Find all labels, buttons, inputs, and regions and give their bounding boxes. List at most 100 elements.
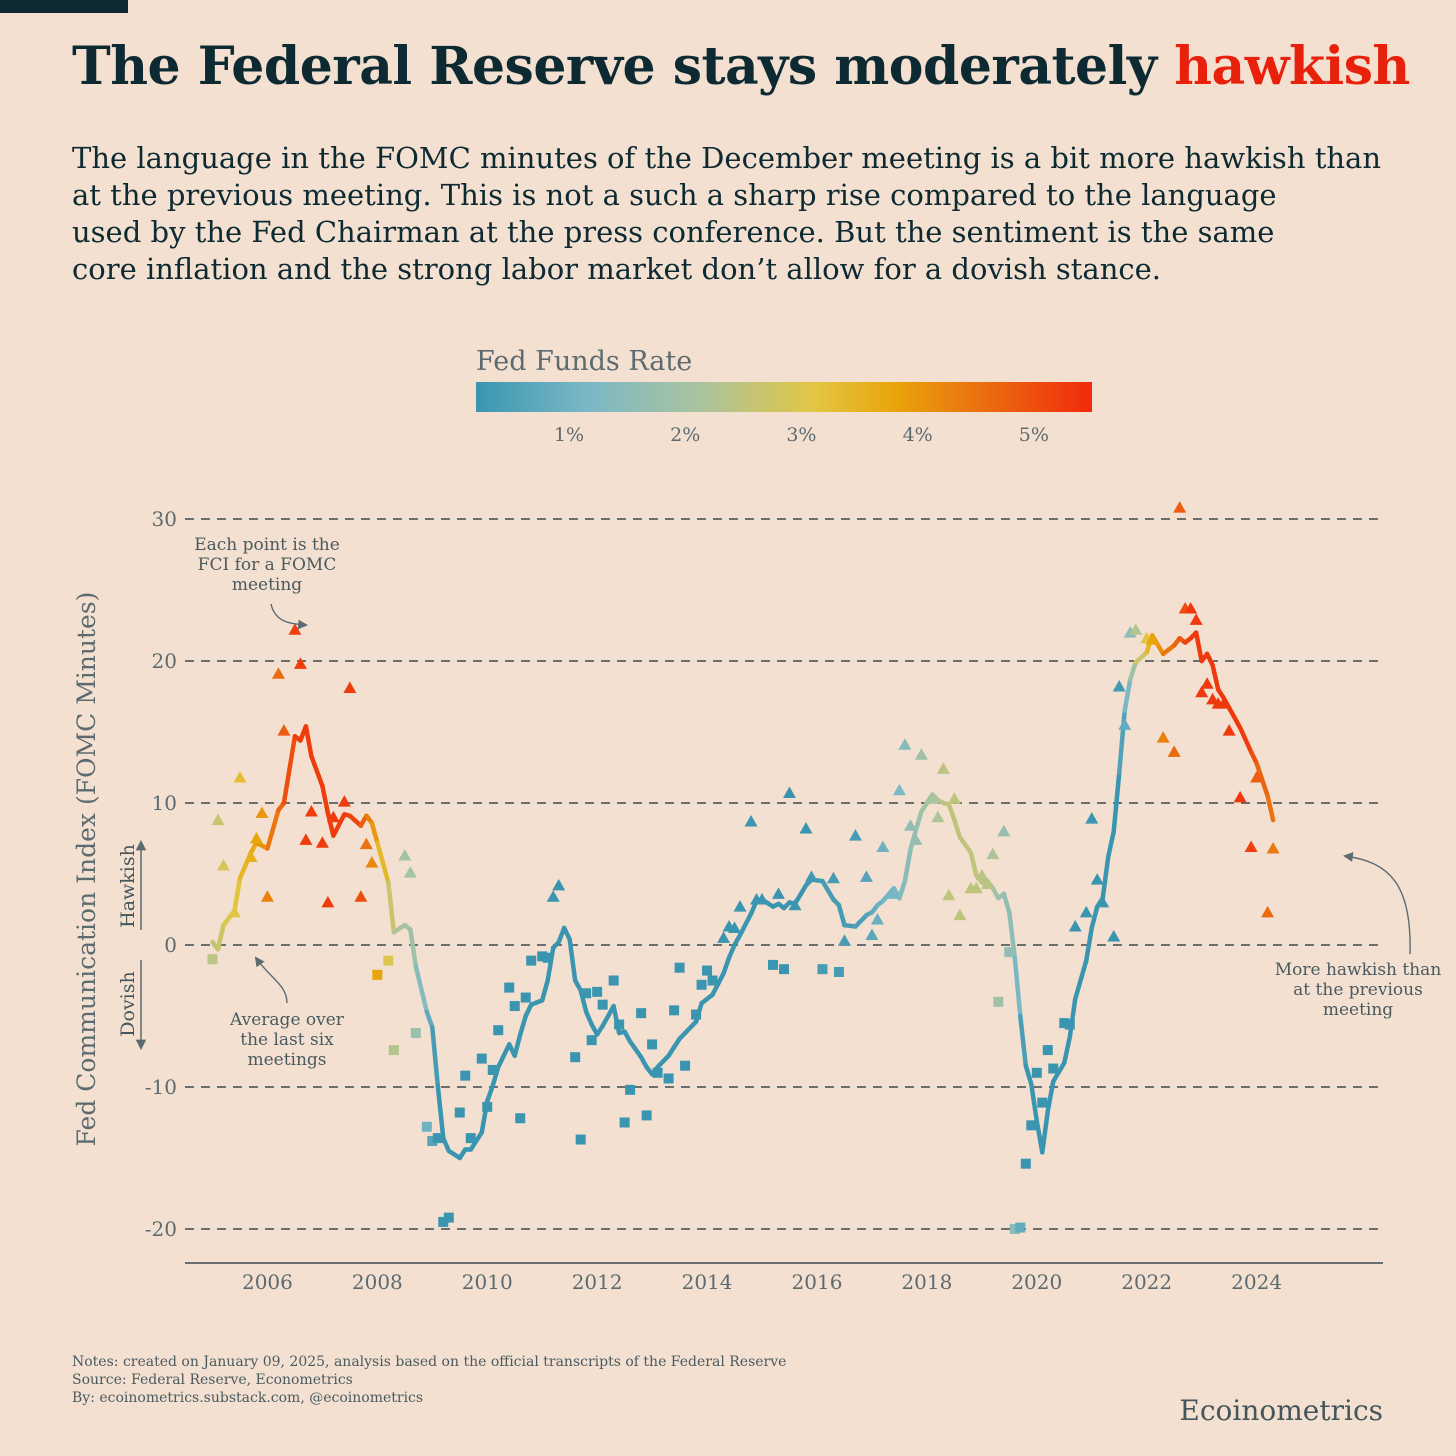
meeting-point-square <box>581 988 592 999</box>
moving-average-segment <box>968 850 979 878</box>
x-tick-label: 2020 <box>1011 1270 1062 1294</box>
meeting-point-square <box>520 992 531 1003</box>
moving-average-segment <box>1067 996 1078 1040</box>
meeting-point-triangle <box>1096 895 1110 908</box>
meeting-point-square <box>383 955 394 966</box>
meeting-point-square <box>1037 1097 1048 1108</box>
y-tick-label: 0 <box>164 933 177 957</box>
annotation-each-point: Each point is the FCI for a FOMC meeting <box>194 535 340 595</box>
meeting-point-triangle <box>359 837 373 850</box>
moving-average-segment <box>726 942 737 961</box>
meeting-point-triangle <box>1085 812 1099 824</box>
annotation-more-hawkish-line-2: at the previous <box>1293 980 1423 1000</box>
x-tick-label: 2006 <box>242 1270 293 1294</box>
meeting-point-square <box>1026 1120 1037 1131</box>
meeting-point-triangle <box>914 748 928 760</box>
meeting-point-square <box>465 1133 476 1144</box>
moving-average-segment <box>1105 829 1116 860</box>
meeting-point-square <box>515 1113 526 1124</box>
footer-by: By: ecoinometrics.substack.com, @ecoinom… <box>72 1390 424 1406</box>
meeting-point-triangle <box>398 849 412 861</box>
moving-average-segment <box>946 802 957 823</box>
meeting-point-square <box>493 1025 504 1036</box>
meeting-point-triangle <box>804 870 818 882</box>
meeting-point-triangle <box>546 890 560 902</box>
y-tick-labels: -20 -10 0 10 20 30 <box>145 507 177 1241</box>
meeting-point-triangle <box>1156 731 1170 743</box>
moving-average-segment <box>265 807 281 851</box>
moving-average-segment <box>1122 677 1133 713</box>
meeting-point-square <box>1015 1222 1026 1233</box>
moving-average-segment <box>1127 660 1138 682</box>
meeting-point-triangle <box>315 836 329 848</box>
meeting-point-square <box>680 1060 691 1071</box>
meeting-point-triangle <box>244 850 258 862</box>
meeting-point-triangle <box>755 893 769 905</box>
meeting-point-triangle <box>403 866 417 878</box>
annotation-each-point-line-1: Each point is the <box>194 535 340 555</box>
meeting-point-square <box>674 962 685 973</box>
moving-average-segment <box>1045 1079 1056 1114</box>
footer-notes-line: Notes: created on January 09, 2025, anal… <box>72 1354 787 1370</box>
moving-average-segment <box>1083 925 1094 963</box>
meeting-point-square <box>207 954 218 965</box>
annotation-average: Average over the last six meetings <box>229 1010 345 1070</box>
meeting-point-triangle <box>288 623 302 635</box>
x-tick-label: 2016 <box>792 1270 843 1294</box>
x-tick-label: 2008 <box>352 1270 403 1294</box>
meeting-point-triangle <box>260 890 274 902</box>
moving-average-segment <box>880 885 897 904</box>
legend-tick-label: 2% <box>670 424 700 446</box>
meeting-point-square <box>663 1073 674 1084</box>
meeting-point-square <box>438 1216 449 1227</box>
legend-tick-label: 5% <box>1019 424 1049 446</box>
meeting-point-square <box>509 1001 520 1012</box>
meeting-point-triangle <box>947 792 961 804</box>
meeting-point-square <box>388 1045 399 1056</box>
meeting-point-triangle <box>343 681 357 693</box>
meeting-point-triangle <box>365 856 379 868</box>
meeting-points <box>207 501 1280 1234</box>
moving-average-segment <box>517 1013 528 1037</box>
moving-average-segment <box>545 945 556 983</box>
moving-average-segment <box>512 1032 523 1059</box>
meeting-point-square <box>1020 1158 1031 1169</box>
moving-average-segment <box>1029 1081 1040 1124</box>
meeting-point-triangle <box>848 829 862 841</box>
annotation-each-point-line-2: FCI for a FOMC <box>198 555 337 575</box>
meeting-point-triangle <box>865 928 879 941</box>
moving-average-segment <box>913 809 924 833</box>
moving-average-segment <box>1237 725 1254 755</box>
moving-average-segment <box>627 1039 644 1060</box>
meeting-point-square <box>1048 1063 1059 1074</box>
moving-average-segment <box>408 927 419 969</box>
annotation-more-hawkish: More hawkish than at the previous meetin… <box>1275 960 1442 1020</box>
moving-average-segment <box>435 1083 446 1141</box>
meeting-point-square <box>696 979 707 990</box>
hawkish-dovish-indicator: Hawkish Dovish <box>117 839 147 1051</box>
meeting-point-triangle <box>1184 601 1198 614</box>
meeting-point-triangle <box>1112 680 1126 692</box>
moving-average-segment <box>897 878 908 901</box>
meeting-point-square <box>1009 1224 1020 1234</box>
meeting-point-square <box>570 1052 581 1063</box>
meeting-point-triangle <box>277 724 291 736</box>
meeting-point-square <box>817 964 828 975</box>
meeting-point-triangle <box>980 877 994 889</box>
meeting-point-triangle <box>321 895 335 908</box>
grid-lines <box>185 518 1383 1230</box>
y-tick-label: 30 <box>152 507 177 531</box>
meeting-point-square <box>1059 1018 1070 1029</box>
meeting-point-triangle <box>997 824 1011 837</box>
meeting-point-square <box>1031 1067 1042 1078</box>
meeting-point-triangle <box>931 810 945 823</box>
moving-average-segment <box>369 820 380 846</box>
meeting-point-square <box>537 951 548 962</box>
moving-average-segment <box>468 1130 485 1152</box>
meeting-point-square <box>993 996 1004 1007</box>
moving-average-segment <box>792 883 809 907</box>
moving-average-segment <box>737 911 754 938</box>
moving-average-segment <box>386 880 397 935</box>
meeting-point-triangle <box>1173 501 1187 513</box>
meeting-point-triangle <box>1261 905 1275 918</box>
